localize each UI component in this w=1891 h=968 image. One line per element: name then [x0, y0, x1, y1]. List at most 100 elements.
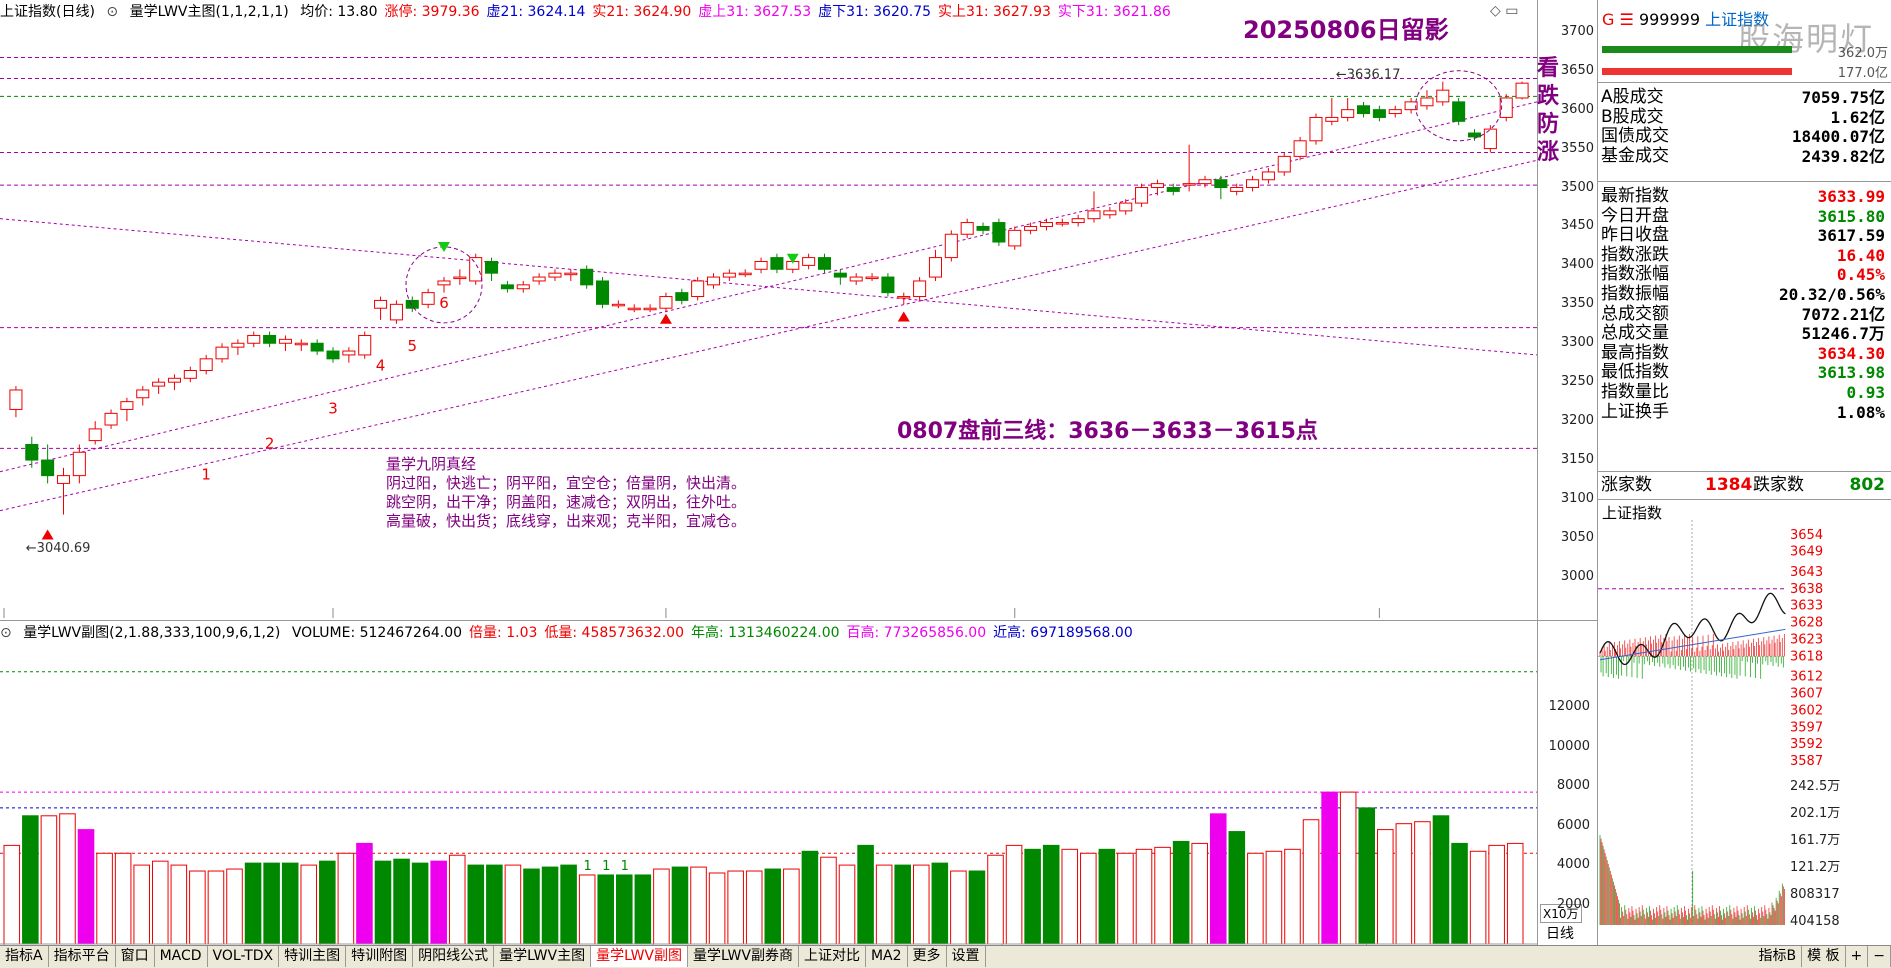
main-indicator-value: 虚下31: 3620.75	[818, 4, 932, 20]
volume-mark: 1	[584, 859, 592, 874]
stat-row: 总成交量 51246.7万	[1601, 322, 1887, 345]
y-tick-label: 3500	[1560, 179, 1594, 195]
mini-tick-label: 3623	[1790, 632, 1823, 647]
wave-label: 3	[328, 399, 338, 417]
candle-body	[1119, 202, 1133, 212]
high-label: ←3636.17	[1336, 68, 1401, 83]
tab-12[interactable]: 上证对比	[799, 946, 866, 967]
volume-bar	[77, 829, 95, 945]
stat-label: 总成交额	[1601, 303, 1669, 324]
volume-bar	[1098, 848, 1116, 945]
tab-4[interactable]: MACD	[155, 946, 208, 967]
stat-label: 最新指数	[1601, 186, 1669, 206]
index-name[interactable]: 上证指数	[1705, 10, 1770, 29]
sub-indicator-value: 低量: 458573632.00	[544, 625, 684, 641]
stat-value: 1.08%	[1836, 402, 1885, 422]
candle-body	[263, 334, 277, 344]
candle-body	[1135, 187, 1149, 204]
sub-indicator-value: 倍量: 1.03	[469, 625, 538, 641]
menu-icon[interactable]: ☰	[1619, 10, 1634, 29]
stat-value: 3617.59	[1817, 226, 1885, 246]
volume-bar	[430, 860, 447, 945]
tab-6[interactable]: 特训主图	[279, 946, 347, 967]
candle-body	[405, 299, 419, 309]
volume-bar	[1321, 791, 1338, 945]
tab-7[interactable]: 特训附图	[346, 946, 414, 967]
tab-1[interactable]: 指标A	[0, 946, 49, 967]
candle-body	[1467, 132, 1482, 138]
stat-value: 7072.21亿	[1801, 304, 1885, 324]
volume-bar	[151, 860, 169, 945]
indicator-dropdown-icon[interactable]: ⊙	[0, 625, 12, 641]
tab-13[interactable]: MA2	[866, 946, 908, 967]
tab-5[interactable]: VOL-TDX	[208, 946, 280, 967]
tab-3[interactable]: 窗口	[116, 946, 155, 967]
right-tab-1[interactable]: 指标B	[1753, 946, 1803, 967]
tab-14[interactable]: 更多	[908, 946, 947, 967]
volume-tick-label: 6000	[1556, 817, 1590, 833]
candle-body	[1055, 222, 1069, 225]
tab-9[interactable]: 量学LWV主图	[494, 946, 592, 967]
sub-indicator-name[interactable]: 量学LWV副图(2,1.88,333,100,9,6,1,2)	[23, 625, 281, 641]
candle-body	[627, 307, 641, 311]
candle-body	[1404, 101, 1418, 111]
volume-bar	[820, 856, 837, 945]
volume-bar	[1247, 852, 1264, 945]
candle-body	[199, 358, 213, 372]
advance-decline: 涨家数 1384 跌家数 802	[1601, 473, 1887, 497]
volume-bar	[523, 868, 540, 945]
stat-value: 3633.99	[1817, 187, 1885, 206]
right-tab-4[interactable]: −	[1868, 946, 1891, 967]
candle-body	[865, 276, 879, 280]
y-tick-label: 3700	[1560, 23, 1594, 39]
volume-bar	[1451, 842, 1468, 945]
tab-10[interactable]: 量学LWV副图	[591, 946, 689, 967]
right-tab-3[interactable]: +	[1846, 946, 1869, 967]
volume-bar	[912, 864, 930, 945]
y-tick-label: 3000	[1560, 568, 1594, 584]
main-indicator-name[interactable]: 量学LWV主图(1,1,2,1,1)	[129, 4, 289, 20]
collapse-icon[interactable]: ◇ ▭	[1490, 3, 1519, 19]
main-indicator-value: 虚上31: 3627.53	[698, 4, 812, 20]
volume-bar	[1339, 791, 1357, 945]
candle-body	[770, 257, 784, 270]
period-button[interactable]: 日线	[1546, 926, 1574, 942]
stat-row: 最低指数 3613.98	[1601, 361, 1887, 384]
candle-body	[25, 443, 39, 461]
stat-label: 指数涨幅	[1601, 264, 1669, 285]
stat-row: B股成交 1.62亿	[1601, 106, 1887, 129]
volume-chart: 1112025年5678	[0, 671, 1537, 960]
y-tick-label: 3150	[1560, 452, 1594, 468]
candle-body	[833, 272, 847, 278]
stat-row: 今日开盘 3615.80	[1601, 205, 1887, 228]
candle-body	[1103, 210, 1117, 216]
tab-15[interactable]: 设置	[947, 946, 986, 967]
low-label: ←3040.69	[26, 541, 91, 556]
candle-body	[1372, 109, 1386, 118]
y-tick-label: 3600	[1560, 101, 1594, 117]
index-code: 999999	[1638, 10, 1701, 29]
mini-tick-label: 3592	[1790, 737, 1823, 752]
volume-bar	[745, 870, 763, 945]
tab-11[interactable]: 量学LWV副券商	[688, 946, 799, 967]
candle-body	[421, 292, 435, 305]
volume-bar	[1209, 813, 1227, 945]
mini-tick-label: 3612	[1790, 670, 1823, 685]
candle-body	[1515, 82, 1529, 99]
mini-vol-tick: 808317	[1790, 887, 1840, 902]
candle-body	[1341, 109, 1355, 118]
candle-body	[596, 280, 610, 305]
volume-bar	[411, 862, 429, 945]
tab-8[interactable]: 阴阳线公式	[413, 946, 495, 967]
volume-bar	[244, 862, 262, 945]
indicator-dropdown-icon[interactable]: ⊙	[106, 4, 119, 20]
candle-body	[960, 222, 974, 235]
right-tab-2[interactable]: 模 板	[1802, 946, 1846, 967]
candle-body	[469, 257, 483, 282]
y-tick-label: 3100	[1560, 490, 1594, 506]
tab-2[interactable]: 指标平台	[49, 946, 116, 967]
volume-bar	[616, 874, 633, 945]
volume-bar	[783, 868, 800, 945]
volume-bar	[560, 864, 577, 945]
